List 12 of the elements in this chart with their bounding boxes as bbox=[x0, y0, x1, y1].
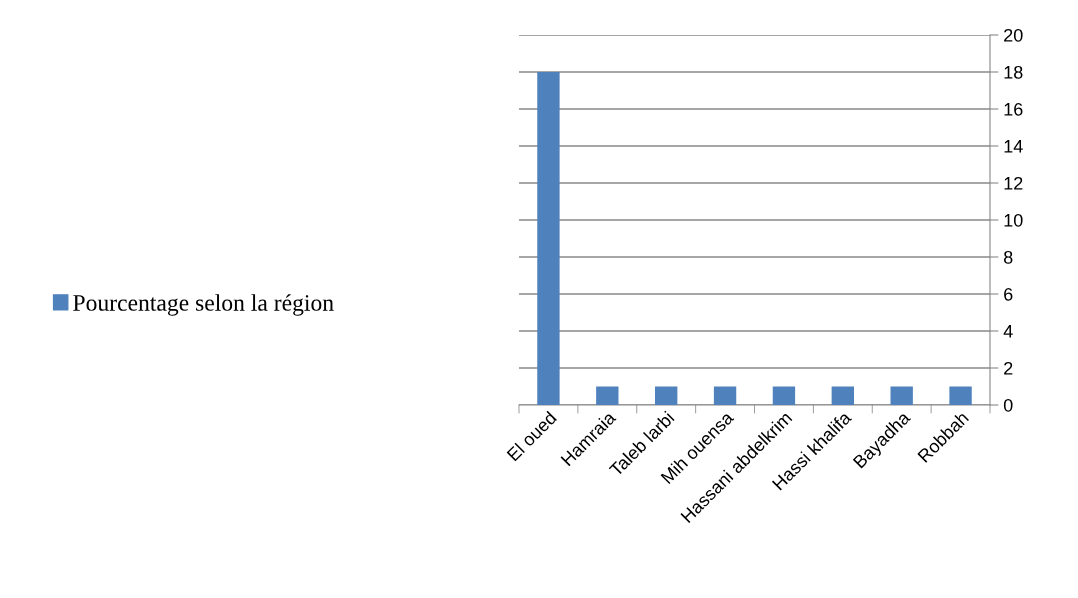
y-tick-label: 18 bbox=[1004, 65, 1023, 79]
y-tick-label: 8 bbox=[1003, 250, 1013, 264]
y-tick-label: 12 bbox=[1004, 176, 1023, 190]
y-tick-label: 2 bbox=[1004, 361, 1013, 375]
y-tick-label: 20 bbox=[1004, 28, 1023, 42]
y-tick-label: 16 bbox=[1004, 102, 1023, 116]
y-tick-label: 14 bbox=[1004, 140, 1023, 153]
y-tick-label: 4 bbox=[1003, 325, 1013, 338]
y-tick-label: 10 bbox=[1004, 213, 1023, 227]
y-tick-label: 0 bbox=[1003, 398, 1013, 412]
y-tick-label: 6 bbox=[1004, 287, 1013, 301]
legend-label: Pourcentage selon la région bbox=[73, 294, 334, 316]
